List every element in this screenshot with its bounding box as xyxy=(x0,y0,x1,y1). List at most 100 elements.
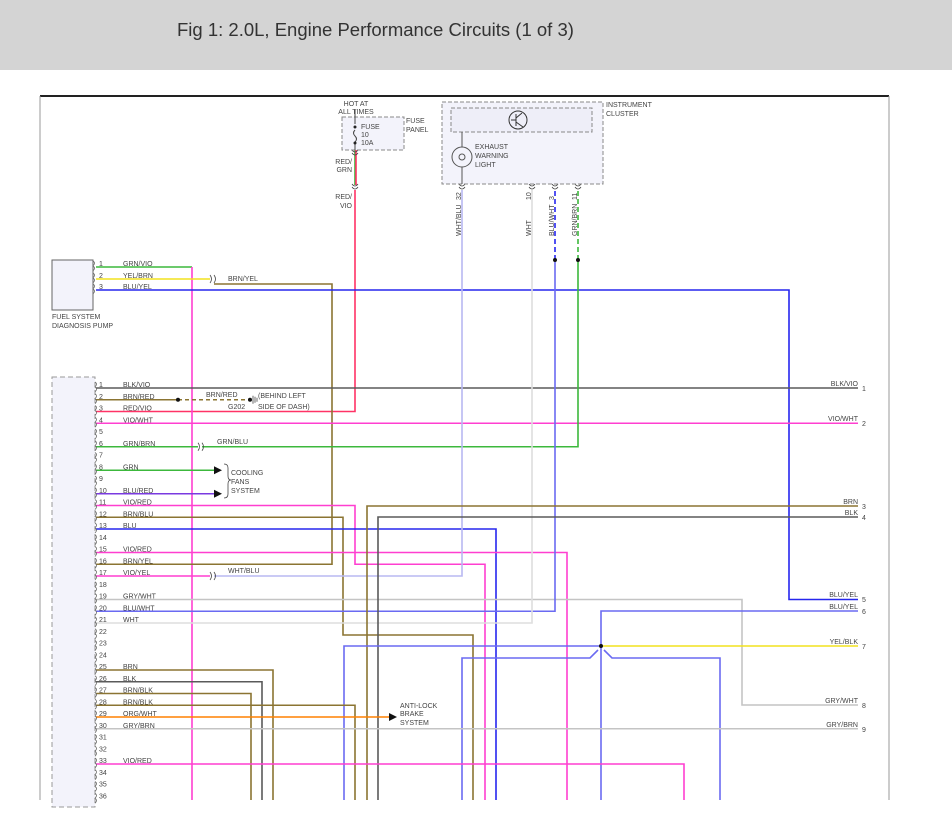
wire-brn-blu xyxy=(96,516,474,800)
right-pin-number: 8 xyxy=(862,703,866,710)
wire-blk-26 xyxy=(96,680,263,800)
main-pin-wire-label: WHT xyxy=(123,617,140,624)
wire-label-red-vio-1: RED/ xyxy=(335,194,352,201)
splice-label-grn-blu: GRN/BLU xyxy=(217,439,248,446)
main-pin-number: 19 xyxy=(99,594,107,601)
inline-connector-icon xyxy=(209,571,216,581)
wire-vio-red-15 xyxy=(96,551,568,800)
right-pin-wire-label: YEL/BLK xyxy=(830,639,859,646)
wire-brn-blk-27 xyxy=(96,692,252,800)
main-pin-wire-label: BRN/BLU xyxy=(123,511,153,518)
arrow-icon xyxy=(214,466,222,475)
connector-terminal-icon xyxy=(351,149,359,156)
main-pin-number: 6 xyxy=(99,441,103,448)
connector-terminal-icon xyxy=(458,183,466,190)
main-pin-number: 7 xyxy=(99,453,103,460)
connector-terminal-icon xyxy=(574,183,582,190)
pump-pin-wire-label: BLU/YEL xyxy=(123,284,152,291)
wire-blu-branch-left xyxy=(461,649,599,800)
main-pin-wire-label: GRY/WHT xyxy=(123,594,157,601)
pin-terminal-icon xyxy=(94,781,97,792)
splice-dot xyxy=(176,397,180,402)
pin-terminal-icon xyxy=(92,272,95,284)
wire-label-red-grn-2: GRN xyxy=(336,167,352,174)
wire-blk-4 xyxy=(377,516,858,800)
arrow-icon xyxy=(389,713,397,721)
main-pin-wire-label: BRN/YEL xyxy=(123,558,153,565)
right-pin-wire-label: VIO/WHT xyxy=(828,416,859,423)
cluster-pin-number: 11 xyxy=(572,193,579,200)
right-pin-wire-label: BRN xyxy=(843,499,858,506)
pin-terminal-icon xyxy=(94,769,97,781)
pin-terminal-icon xyxy=(94,698,97,710)
pin-terminal-icon xyxy=(94,499,97,510)
main-pin-number: 34 xyxy=(99,770,107,777)
inline-connector-icon xyxy=(209,274,216,284)
abs-label-1: ANTI-LOCK xyxy=(400,703,438,710)
pin-terminal-icon xyxy=(94,428,97,440)
light-label-3: LIGHT xyxy=(475,162,496,169)
main-pin-wire-label: VIO/YEL xyxy=(123,570,150,577)
fuel-system-diagnosis-pump: FUEL SYSTEM DIAGNOSIS PUMP xyxy=(51,259,113,330)
wire-label-red-vio-2: VIO xyxy=(340,203,353,210)
ground-id: G202 xyxy=(228,404,245,411)
main-pin-number: 25 xyxy=(99,664,107,671)
splice-dot xyxy=(599,644,603,648)
abs-label-3: SYSTEM xyxy=(400,720,429,727)
pin-terminal-icon xyxy=(94,734,97,745)
main-pin-wire-label: BLU/RED xyxy=(123,488,153,495)
wire-vio-red-33 xyxy=(96,763,685,800)
fuse-number: 10 xyxy=(361,132,369,139)
main-pin-number: 12 xyxy=(99,511,107,518)
connector-terminal-icon xyxy=(551,183,559,190)
main-pin-number: 33 xyxy=(99,758,107,765)
pin-terminal-icon xyxy=(94,722,97,734)
main-pin-number: 36 xyxy=(99,793,107,800)
pin-terminal-icon xyxy=(94,440,97,452)
fuse-panel: HOT AT ALL TIMES FUSE 10 10A FUSE PANEL … xyxy=(335,101,428,210)
main-pin-number: 8 xyxy=(99,464,103,471)
pin-terminal-icon xyxy=(94,675,97,687)
pin-terminal-icon xyxy=(94,616,97,628)
connector-terminal-icon xyxy=(351,183,359,190)
splice-dot xyxy=(248,397,252,402)
cooling-label-1: COOLING xyxy=(231,470,263,477)
cluster-pin-wire-label: WHT xyxy=(526,219,533,236)
right-pin-number: 1 xyxy=(862,386,866,393)
main-pin-wire-label: BLK xyxy=(123,676,137,683)
wire-blu-wht xyxy=(96,260,556,613)
right-pin-wire-label: BLK/VIO xyxy=(831,381,859,388)
main-pin-number: 27 xyxy=(99,688,107,695)
main-pin-wire-label: BRN/RED xyxy=(123,394,155,401)
cluster-label-1: INSTRUMENT xyxy=(606,102,653,109)
splice-dot xyxy=(576,258,580,262)
right-pin-wire-label: BLK xyxy=(845,510,859,517)
wire-blu-yel-5 xyxy=(96,289,858,601)
light-label-2: WARNING xyxy=(475,153,509,160)
light-label-1: EXHAUST xyxy=(475,144,509,151)
figure-header: Fig 1: 2.0L, Engine Performance Circuits… xyxy=(0,0,952,70)
main-pin-wire-label: BRN/BLK xyxy=(123,688,153,695)
pin-terminal-icon xyxy=(94,557,97,569)
main-pin-number: 3 xyxy=(99,406,103,413)
pump-pin-wire-label: YEL/BRN xyxy=(123,273,153,280)
pin-terminal-icon xyxy=(94,534,97,546)
pin-terminal-icon xyxy=(94,581,97,593)
main-pin-wire-label: BRN/BLK xyxy=(123,699,153,706)
pump-label-1: FUEL SYSTEM xyxy=(52,314,101,321)
pin-terminal-icon xyxy=(94,593,97,604)
wire-red-vio xyxy=(96,190,356,413)
main-pin-number: 30 xyxy=(99,723,107,730)
main-pin-number: 23 xyxy=(99,641,107,648)
pin-terminal-icon xyxy=(94,651,97,663)
pin-terminal-icon xyxy=(94,381,97,393)
pin-terminal-icon xyxy=(92,260,95,272)
abs-label-2: BRAKE xyxy=(400,711,424,718)
hot-label-2: ALL TIMES xyxy=(338,109,374,116)
main-pin-wire-label: BLU/WHT xyxy=(123,605,155,612)
main-pin-number: 11 xyxy=(99,500,106,507)
pin-terminal-icon xyxy=(94,663,97,675)
main-pin-wire-label: BLU xyxy=(123,523,137,530)
wires-layer xyxy=(96,149,858,800)
main-pin-number: 4 xyxy=(99,417,103,424)
